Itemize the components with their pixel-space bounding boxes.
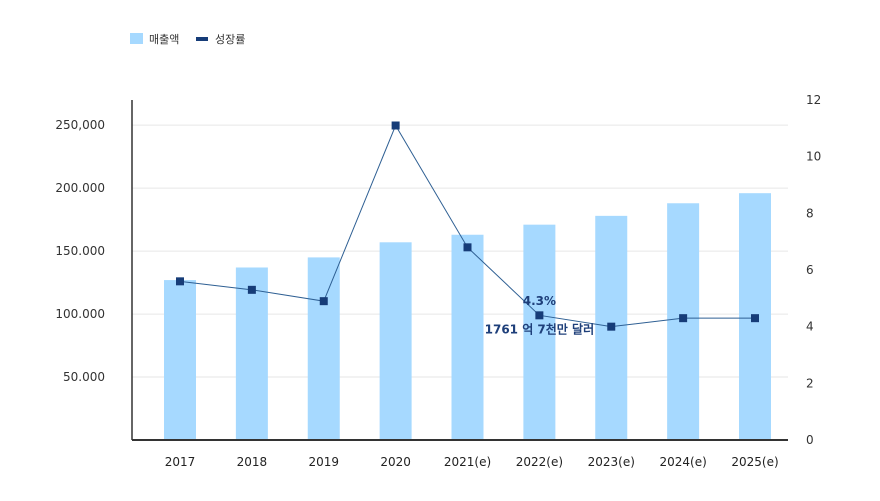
bar-2019	[307, 257, 340, 440]
growth-marker-2017	[176, 277, 184, 286]
growth-marker-2020	[391, 121, 400, 130]
y-right-tick-label: 6	[806, 263, 814, 277]
legend-swatch-sales	[130, 33, 143, 44]
growth-marker-2021(e)	[463, 243, 472, 252]
bar-2017	[164, 280, 196, 440]
bar-2022(e)	[523, 224, 556, 440]
y-right-tick-label: 12	[806, 93, 821, 107]
x-tick-label: 2019	[308, 455, 339, 469]
x-tick-label: 2022(e)	[516, 455, 563, 469]
legend: 매출액 성장률	[130, 33, 245, 46]
x-tick-label: 2017	[165, 455, 196, 469]
tick-labels: 50.000 100.000 150.000 200.000 250,000 0 2 4 6 8 1…	[55, 93, 821, 469]
axes	[131, 100, 788, 441]
x-tick-label: 2024(e)	[659, 455, 706, 469]
growth-marker-2023(e)	[607, 322, 616, 331]
legend-label-sales: 매출액	[149, 33, 179, 46]
y-right-tick-label: 8	[806, 206, 814, 220]
growth-marker-2018	[247, 285, 256, 294]
growth-marker-2019	[319, 297, 328, 306]
y-left-tick-label: 250,000	[55, 118, 105, 132]
annotation-label: 1761 억 7천만 달러	[485, 322, 594, 337]
y-left-tick-label: 200.000	[55, 181, 105, 195]
y-right-tick-label: 2	[806, 376, 814, 390]
growth-marker-2022(e)	[535, 311, 544, 320]
x-tick-label: 2020	[380, 455, 411, 469]
annotations: 4.3% 1761 억 7천만 달러	[485, 294, 594, 336]
y-left-tick-label: 150.000	[55, 244, 105, 258]
y-right-tick-label: 0	[806, 433, 814, 447]
y-left-tick-label: 100.000	[55, 307, 105, 321]
y-right-tick-label: 10	[806, 150, 821, 164]
bar-2021(e)	[451, 234, 484, 440]
bar-2020	[379, 242, 412, 440]
x-tick-label: 2018	[237, 455, 268, 469]
legend-swatch-growth	[196, 37, 208, 41]
bar-2018	[235, 267, 268, 440]
y-right-tick-label: 4	[806, 320, 814, 334]
x-tick-label: 2025(e)	[731, 455, 778, 469]
line-series-growth	[176, 121, 759, 331]
legend-label-growth: 성장률	[215, 33, 245, 46]
x-tick-label: 2021(e)	[444, 455, 491, 469]
annotation-label: 4.3%	[523, 294, 556, 308]
growth-marker-2024(e)	[679, 314, 688, 323]
x-tick-label: 2023(e)	[588, 455, 635, 469]
y-left-tick-label: 50.000	[63, 370, 105, 384]
growth-marker-2025(e)	[751, 314, 759, 323]
